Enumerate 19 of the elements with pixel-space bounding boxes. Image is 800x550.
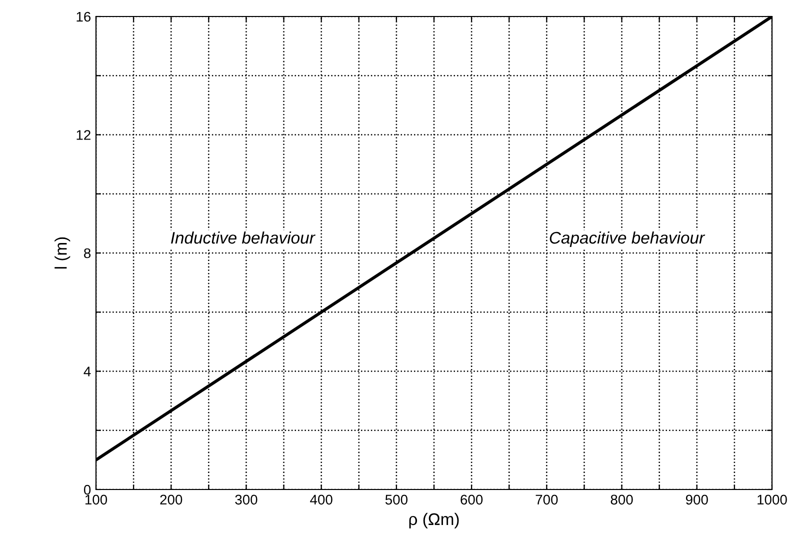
x-tick-label: 1000 [758,494,787,505]
x-tick-label: 200 [160,494,182,505]
y-tick-label: 4 [84,366,91,376]
annotation: Inductive behaviour [171,231,316,244]
y-tick-label: 8 [84,248,91,258]
x-tick-label: 900 [686,494,708,505]
y-tick-label: 0 [84,484,91,495]
annotation: Capacitive behaviour [550,231,706,247]
x-tick-label: 800 [610,494,633,505]
x-tick-label: 100 [85,494,108,505]
x-tick-label: 400 [310,494,332,505]
x-tick-label: 500 [385,494,408,505]
x-tick-label: 600 [460,494,483,505]
y-tick-label: 16 [76,12,91,22]
y-axis-title: l (m) [54,237,70,269]
x-axis-title: ρ (Ωm) [409,512,459,528]
x-tick-label: 700 [536,494,558,505]
x-tick-label: 300 [235,494,258,505]
y-tick-label: 12 [76,130,90,140]
